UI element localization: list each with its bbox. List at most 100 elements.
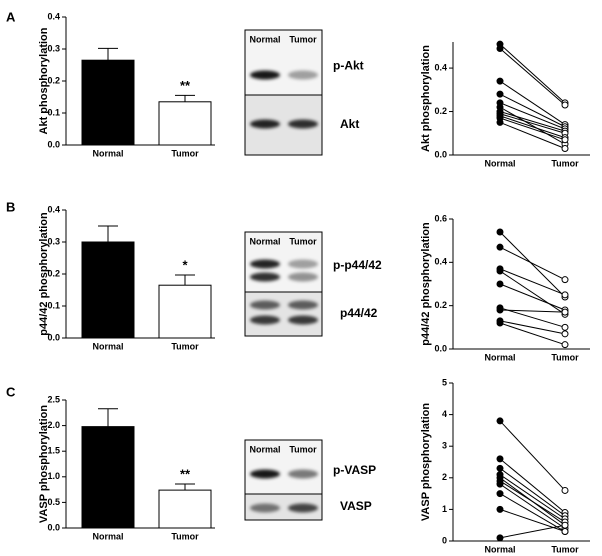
- blot-band: [288, 119, 318, 129]
- data-point: [561, 144, 569, 152]
- blot-panel: [244, 291, 323, 337]
- y-tick-label: 0.2: [434, 300, 447, 310]
- y-tick-label: 0.0: [47, 139, 60, 149]
- pair-line: [499, 106, 566, 145]
- blot-band: [250, 469, 280, 479]
- blot-band: [288, 272, 318, 282]
- blot-band: [250, 315, 280, 325]
- pair-line: [499, 102, 566, 130]
- data-point: [561, 486, 569, 494]
- pair-line: [499, 458, 566, 513]
- pair-line: [499, 93, 566, 128]
- data-point: [496, 267, 504, 275]
- bar: [81, 426, 135, 529]
- x-tick-label: Tumor: [551, 352, 579, 362]
- lane-label: Tumor: [289, 236, 317, 246]
- y-tick-label: 0.0: [434, 343, 447, 353]
- bar: [158, 489, 212, 529]
- blot-band: [250, 272, 280, 282]
- blot-band: [250, 300, 280, 310]
- pair-line: [499, 320, 566, 335]
- y-tick-label: 2.0: [47, 420, 60, 430]
- data-point: [561, 308, 569, 316]
- x-tick-label: Tumor: [551, 158, 579, 168]
- band-label: p-Akt: [333, 59, 364, 73]
- pair-line: [499, 121, 566, 149]
- data-point: [561, 101, 569, 109]
- data-point: [496, 534, 504, 542]
- y-tick-label: 0.6: [434, 213, 447, 223]
- y-axis-label: Akt phosphorylation: [420, 45, 432, 152]
- x-tick-label: Tumor: [171, 531, 199, 541]
- y-tick-label: 1: [442, 504, 447, 514]
- data-point: [561, 341, 569, 349]
- data-point: [561, 330, 569, 338]
- pair-line: [499, 307, 566, 328]
- y-tick-label: 0.2: [434, 106, 447, 116]
- data-point: [496, 464, 504, 472]
- pair-line: [499, 111, 566, 132]
- band-label: p44/42: [340, 306, 378, 320]
- pair-line: [499, 268, 566, 296]
- y-tick-label: 0.4: [434, 62, 447, 72]
- bar: [158, 284, 212, 339]
- lane-label: Normal: [249, 236, 280, 246]
- y-tick-label: 0.4: [434, 257, 447, 267]
- x-tick-label: Normal: [92, 341, 123, 351]
- y-tick-label: 3: [442, 441, 447, 451]
- pair-line: [499, 80, 566, 125]
- y-tick-label: 0.3: [47, 236, 60, 246]
- y-tick-label: 0.0: [47, 522, 60, 532]
- x-tick-label: Normal: [484, 544, 515, 554]
- y-tick-label: 2: [442, 472, 447, 482]
- bar: [81, 59, 135, 146]
- y-tick-label: 0.2: [47, 75, 60, 85]
- data-point: [496, 505, 504, 513]
- y-tick-label: 0.2: [47, 268, 60, 278]
- y-axis-label: Akt phosphorylation: [38, 27, 50, 134]
- pair-line: [499, 48, 566, 106]
- significance-label: *: [182, 257, 188, 272]
- blot-band: [288, 503, 318, 513]
- data-point: [496, 77, 504, 85]
- pair-line: [499, 113, 566, 134]
- panel-label: A: [6, 9, 16, 24]
- data-point: [496, 228, 504, 236]
- data-point: [496, 455, 504, 463]
- data-point: [496, 306, 504, 314]
- data-point: [561, 276, 569, 284]
- blot-panel: [244, 29, 323, 96]
- pair-line: [499, 493, 566, 532]
- y-tick-label: 4: [442, 409, 447, 419]
- data-point: [496, 490, 504, 498]
- blot-band: [288, 300, 318, 310]
- data-point: [496, 243, 504, 251]
- data-point: [561, 136, 569, 144]
- y-axis-label: VASP phosphorylation: [38, 405, 50, 523]
- blot-band: [250, 70, 280, 80]
- x-tick-label: Tumor: [171, 341, 199, 351]
- lane-label: Normal: [249, 34, 280, 44]
- data-point: [496, 118, 504, 126]
- pair-line: [499, 483, 566, 529]
- blot-band: [250, 259, 280, 269]
- y-axis-label: VASP phosphorylation: [420, 403, 432, 521]
- pair-line: [499, 117, 566, 141]
- band-label: p-p44/42: [333, 258, 382, 272]
- band-label: Akt: [340, 117, 359, 131]
- data-point: [561, 291, 569, 299]
- pair-line: [499, 480, 566, 523]
- band-label: VASP: [340, 499, 372, 513]
- pair-line: [499, 467, 566, 517]
- y-tick-label: 0.5: [47, 497, 60, 507]
- pair-line: [499, 322, 566, 346]
- y-tick-label: 0.0: [47, 332, 60, 342]
- y-axis-label: p44/42 phosphorylation: [38, 212, 50, 336]
- bar: [81, 241, 135, 339]
- pair-line: [499, 524, 566, 539]
- pair-line: [499, 420, 566, 491]
- blot-band: [288, 259, 318, 269]
- y-tick-label: 0.4: [47, 204, 60, 214]
- y-tick-label: 5: [442, 377, 447, 387]
